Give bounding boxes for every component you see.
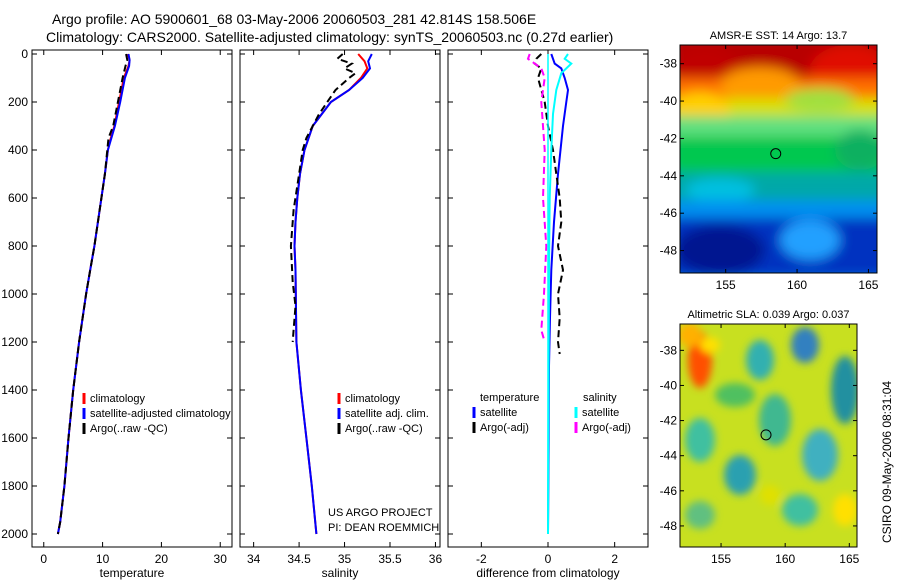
salinity-xtick-label: 36 bbox=[429, 552, 443, 566]
sst-map-xtick-label: 155 bbox=[716, 278, 736, 292]
salinity-xlabel: salinity bbox=[322, 566, 359, 580]
salinity-xtick-label: 34 bbox=[247, 552, 261, 566]
temperature-legend-label: climatology bbox=[90, 393, 146, 405]
sst-map-xtick-label: 160 bbox=[787, 278, 807, 292]
difference-xtick-label: 2 bbox=[611, 552, 618, 566]
temperature-xtick-label: 20 bbox=[155, 552, 169, 566]
salinity-series-blue-line bbox=[293, 53, 373, 535]
salinity-series-red-line bbox=[293, 53, 369, 535]
difference-series-magenta-line bbox=[526, 53, 548, 343]
difference-legend-title-salinity: salinity bbox=[583, 392, 617, 404]
sst-map-ytick-label: -44 bbox=[660, 169, 678, 183]
difference-xlabel: difference from climatology bbox=[476, 566, 619, 580]
difference-legend-label: Argo(-adj) bbox=[480, 422, 529, 434]
temperature-xlabel: temperature bbox=[100, 566, 165, 580]
sla-map-image bbox=[680, 324, 857, 547]
temperature-ytick-label: 1600 bbox=[1, 431, 28, 445]
salinity-xtick-label: 34.5 bbox=[287, 552, 311, 566]
temperature-legend-label: Argo(..raw -QC) bbox=[90, 423, 168, 435]
salinity-legend-label: Argo(..raw -QC) bbox=[345, 423, 423, 435]
temperature-ytick-label: 1200 bbox=[1, 335, 28, 349]
temperature-xtick-label: 30 bbox=[214, 552, 228, 566]
sla-map-frame bbox=[679, 323, 858, 548]
temperature-series-red-line bbox=[56, 53, 131, 535]
sst-map-ytick-label: -38 bbox=[660, 57, 678, 71]
difference-legend-label: satellite bbox=[582, 407, 619, 419]
salinity-legend-label: satellite adj. clim. bbox=[345, 408, 429, 420]
sla-map-ytick-label: -40 bbox=[660, 378, 678, 392]
difference-xtick-label: -2 bbox=[476, 552, 487, 566]
sst-map-image bbox=[680, 45, 877, 273]
salinity-series-black-line bbox=[289, 53, 358, 343]
temperature-ytick-label: 2000 bbox=[1, 527, 28, 541]
sla-map-xtick-label: 160 bbox=[775, 552, 795, 566]
sla-map-xtick-label: 155 bbox=[711, 552, 731, 566]
difference-series-black-line bbox=[533, 53, 565, 355]
credit-project: US ARGO PROJECT bbox=[328, 507, 433, 519]
sla-map-xtick-label: 165 bbox=[839, 552, 859, 566]
sst-map-frame bbox=[679, 44, 878, 274]
salinity-frame bbox=[239, 49, 441, 548]
sst-map-ytick-label: -42 bbox=[660, 131, 678, 145]
sst-map-ytick-label: -48 bbox=[660, 244, 678, 258]
credit-pi: PI: DEAN ROEMMICH bbox=[328, 522, 439, 534]
sst-map-title: AMSR-E SST: 14 Argo: 13.7 bbox=[710, 30, 848, 42]
temperature-ytick-label: 1000 bbox=[1, 287, 28, 301]
difference-xtick-label: 0 bbox=[545, 552, 552, 566]
side-timestamp-label: CSIRO 09-May-2006 08:31:04 bbox=[880, 381, 894, 543]
temperature-ytick-label: 400 bbox=[8, 143, 28, 157]
salinity-xtick-label: 35 bbox=[338, 552, 352, 566]
sla-map-ytick-label: -42 bbox=[660, 414, 678, 428]
temperature-xtick-label: 0 bbox=[40, 552, 47, 566]
temperature-ytick-label: 1800 bbox=[1, 479, 28, 493]
salinity-legend-label: climatology bbox=[345, 393, 401, 405]
temperature-ytick-label: 1400 bbox=[1, 383, 28, 397]
temperature-series-black-line bbox=[56, 53, 129, 535]
temperature-legend-label: satellite-adjusted climatology bbox=[90, 408, 231, 420]
title-line-2: Climatology: CARS2000. Satellite-adjuste… bbox=[46, 29, 614, 45]
difference-series-blue-line bbox=[547, 53, 570, 535]
sla-map-float-marker bbox=[760, 429, 772, 441]
sla-map-ytick-label: -38 bbox=[660, 343, 678, 357]
difference-legend-title-temperature: temperature bbox=[480, 392, 539, 404]
temperature-xtick-label: 10 bbox=[96, 552, 110, 566]
sla-map-ytick-label: -48 bbox=[660, 519, 678, 533]
sst-map-xtick-label: 165 bbox=[858, 278, 878, 292]
sst-map-float-marker bbox=[770, 148, 782, 160]
title-line-1: Argo profile: AO 5900601_68 03-May-2006 … bbox=[52, 11, 537, 27]
difference-legend-label: satellite bbox=[480, 407, 517, 419]
sla-map-ytick-label: -44 bbox=[660, 449, 678, 463]
temperature-ytick-label: 0 bbox=[21, 47, 28, 61]
difference-legend-label: Argo(-adj) bbox=[582, 422, 631, 434]
temperature-series-blue-line bbox=[56, 53, 131, 535]
sst-map-ytick-label: -40 bbox=[660, 94, 678, 108]
salinity-xtick-label: 35.5 bbox=[378, 552, 402, 566]
temperature-ytick-label: 800 bbox=[8, 239, 28, 253]
sla-map-ytick-label: -46 bbox=[660, 484, 678, 498]
temperature-frame bbox=[31, 49, 233, 548]
temperature-ytick-label: 200 bbox=[8, 95, 28, 109]
temperature-ytick-label: 600 bbox=[8, 191, 28, 205]
sla-map-title: Altimetric SLA: 0.039 Argo: 0.037 bbox=[687, 309, 849, 321]
sst-map-ytick-label: -46 bbox=[660, 206, 678, 220]
